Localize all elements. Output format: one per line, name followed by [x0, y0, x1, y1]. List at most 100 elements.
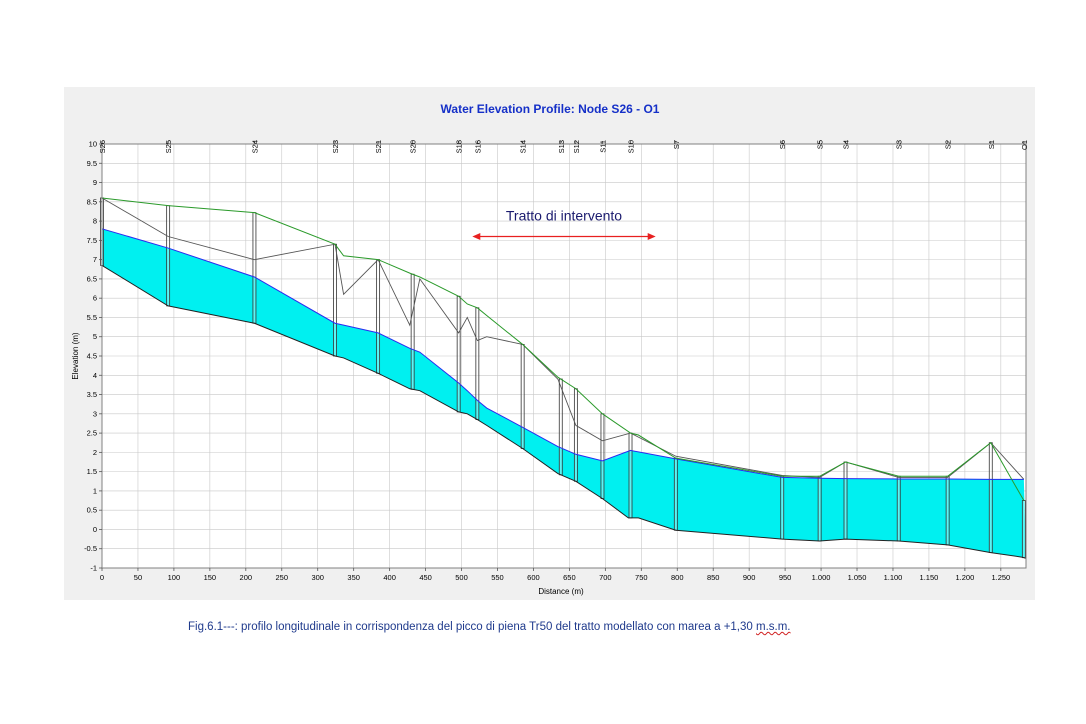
x-tick-label: 600 [527, 573, 540, 582]
cross-section-post [896, 475, 901, 542]
x-tick-label: 650 [563, 573, 576, 582]
node-label: S14 [519, 140, 528, 153]
node-labels: S26 S25 S24 S23 S21 S20 S18 S16 S14 S13 S12 S11 S10 S… [98, 140, 1029, 153]
y-tick-label: 1 [93, 486, 97, 495]
y-tick-label: 3 [93, 409, 97, 418]
cross-section-post [166, 205, 171, 307]
cross-section-post [1021, 500, 1026, 559]
y-tick-label: 4.5 [87, 352, 97, 361]
cross-section-post [475, 307, 480, 420]
x-tick-label: 1.100 [884, 573, 903, 582]
node-label: S2 [944, 140, 953, 149]
y-tick-label: 0.5 [87, 506, 97, 515]
cross-section-post [520, 344, 525, 449]
x-tick-label: 900 [743, 573, 756, 582]
cross-section-post [945, 475, 950, 546]
cross-section-post [252, 212, 257, 324]
cross-sections [100, 197, 1026, 559]
node-label: S4 [842, 140, 851, 149]
y-tick-label: 1.5 [87, 467, 97, 476]
x-tick-label: 1.200 [955, 573, 974, 582]
cross-section-post [558, 378, 563, 476]
cross-section-post [780, 475, 785, 540]
y-tick-label: 2 [93, 448, 97, 457]
y-tick-label: -1 [90, 564, 97, 573]
figure-caption: Fig.6.1---: profilo longitudinale in cor… [188, 621, 791, 633]
cross-section-post [628, 432, 633, 519]
node-label: S20 [409, 140, 418, 153]
x-tick-label: 0 [100, 573, 104, 582]
y-tick-label: 9.5 [87, 159, 97, 168]
x-tick-label: 200 [240, 573, 253, 582]
x-tick-label: 500 [455, 573, 468, 582]
y-tick-label: 0 [93, 525, 97, 534]
node-label: S6 [778, 140, 787, 149]
x-tick-label: 50 [134, 573, 142, 582]
water-elevation-chart: 0 50 100 150 200 250 300 350 400 450 500 550 600 650 7… [71, 102, 1029, 596]
chart-title: Water Elevation Profile: Node S26 - O1 [441, 102, 660, 116]
cross-section-post [600, 413, 605, 500]
x-tick-label: 850 [707, 573, 720, 582]
x-tick-label: 450 [419, 573, 432, 582]
node-label: S3 [895, 140, 904, 149]
node-label: S21 [374, 140, 383, 153]
x-tick-label: 700 [599, 573, 612, 582]
y-tick-label: 10 [89, 140, 97, 149]
y-tick-label: 6 [93, 294, 97, 303]
cross-section-post [843, 461, 848, 540]
intervention-annotation: Tratto di intervento [472, 208, 656, 241]
cross-section-post [673, 457, 678, 531]
y-tick-label: 7 [93, 255, 97, 264]
chart-figure: 0 50 100 150 200 250 300 350 400 450 500 550 600 650 7… [64, 87, 1035, 600]
node-label: S23 [331, 140, 340, 153]
x-tick-label: 150 [204, 573, 217, 582]
node-label: S26 [98, 140, 107, 153]
y-tick-label: 8 [93, 217, 97, 226]
annotation-arrow-right-head [647, 233, 656, 241]
x-axis-label: Distance (m) [538, 587, 584, 596]
x-tick-label: 100 [168, 573, 181, 582]
x-tick-label: 950 [779, 573, 792, 582]
node-label: S5 [816, 140, 825, 149]
y-tick-label: 6.5 [87, 274, 97, 283]
x-tick-label: 400 [383, 573, 396, 582]
axis-ticks: 0 50 100 150 200 250 300 350 400 450 500 550 600 650 7… [84, 140, 1010, 583]
y-tick-label: 5 [93, 332, 97, 341]
node-label: S18 [455, 140, 464, 153]
x-tick-label: 750 [635, 573, 648, 582]
water-area-fill [102, 228, 1026, 559]
profile-lines [101, 197, 1027, 559]
node-label: S25 [164, 140, 173, 153]
y-tick-label: 5.5 [87, 313, 97, 322]
water-surface-line [101, 228, 1024, 480]
x-tick-label: 550 [491, 573, 504, 582]
x-tick-label: 250 [276, 573, 289, 582]
cross-section-post [456, 295, 461, 413]
y-tick-label: 4 [93, 371, 97, 380]
y-tick-label: -0.5 [84, 544, 97, 553]
y-tick-label: 8.5 [87, 197, 97, 206]
x-tick-label: 300 [311, 573, 324, 582]
x-tick-label: 1.150 [920, 573, 939, 582]
node-label: S12 [572, 140, 581, 153]
y-tick-label: 9 [93, 178, 97, 187]
y-axis-label: Elevation (m) [71, 332, 80, 379]
node-label: S16 [473, 140, 482, 153]
node-label: S1 [987, 140, 996, 149]
x-tick-label: 800 [671, 573, 684, 582]
node-label: S7 [672, 140, 681, 149]
x-tick-label: 1.050 [848, 573, 867, 582]
node-label: S13 [557, 140, 566, 153]
bed-line [101, 264, 1027, 559]
ground-line [101, 197, 1025, 501]
cross-section-post [376, 259, 381, 374]
cross-section-post [817, 475, 822, 542]
cross-section-post [333, 243, 337, 357]
node-label: S11 [598, 140, 607, 153]
y-tick-label: 3.5 [87, 390, 97, 399]
node-label: O1 [1020, 140, 1029, 150]
water-area [102, 228, 1026, 559]
annotation-label: Tratto di intervento [506, 208, 622, 224]
x-tick-label: 350 [347, 573, 360, 582]
annotation-arrow-left-head [472, 233, 481, 241]
